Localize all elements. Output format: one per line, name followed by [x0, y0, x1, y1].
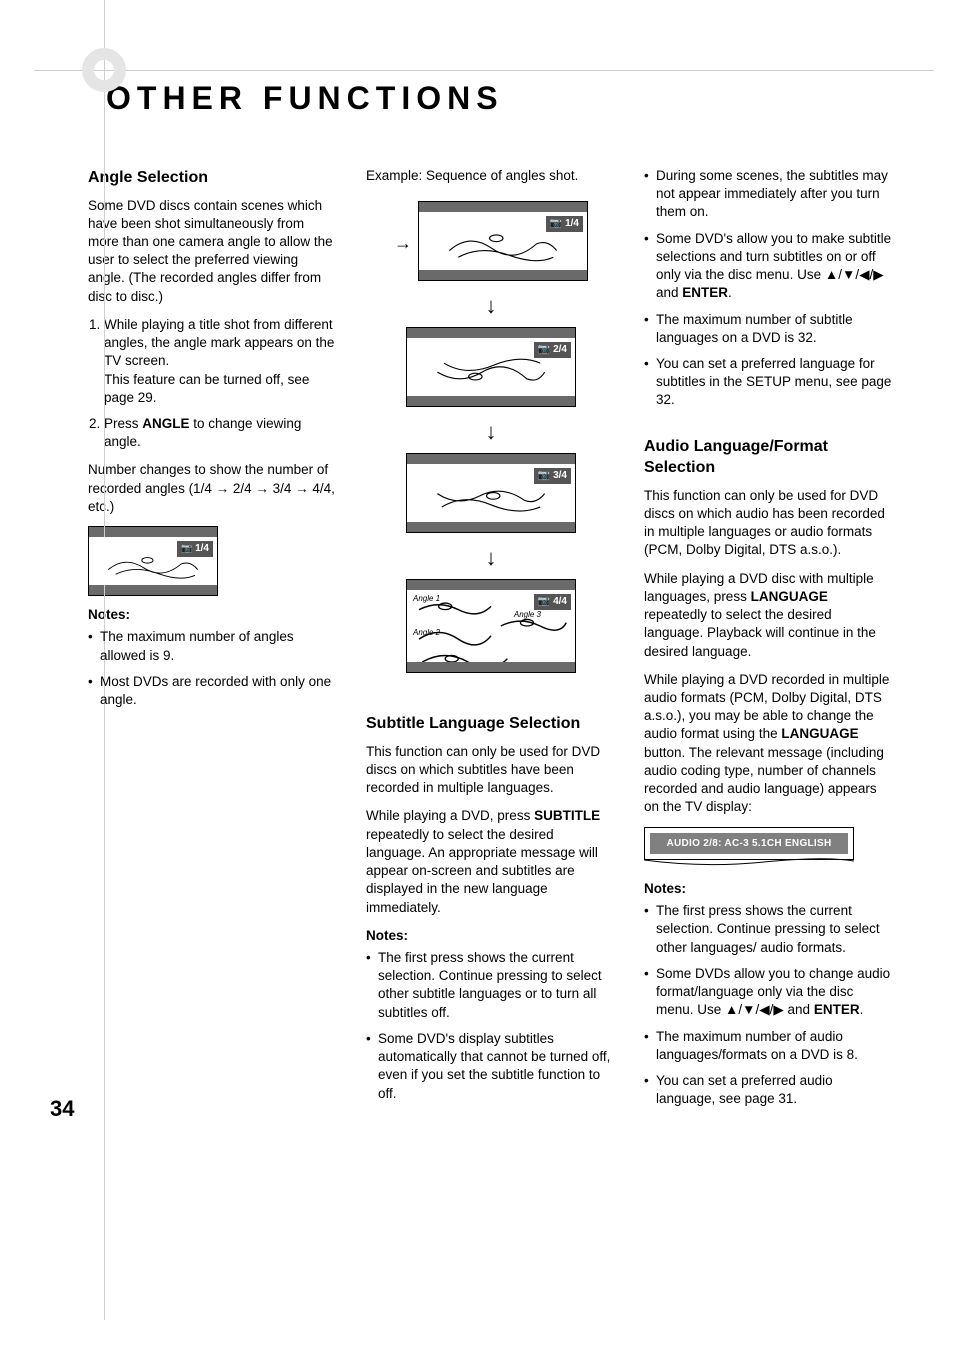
angle-intro: Some DVD discs contain scenes which have…: [88, 197, 338, 306]
audio-p3: While playing a DVD recorded in multiple…: [644, 671, 894, 817]
content-columns: Angle Selection Some DVD discs contain s…: [88, 167, 894, 1116]
column-2: Example: Sequence of angles shot. → 📷 1/…: [366, 167, 616, 1116]
angle-note-1: The maximum number of angles allowed is …: [88, 628, 338, 664]
audio-p2: While playing a DVD disc with multiple l…: [644, 570, 894, 661]
notes-label: Notes:: [644, 880, 894, 898]
down-arrow-icon: ↓: [486, 547, 497, 569]
subtitle-note-4: Some DVD's allow you to make subtitle se…: [644, 230, 894, 303]
column-3: During some scenes, the subtitles may no…: [644, 167, 894, 1116]
audio-osd-box: AUDIO 2/8: AC-3 5.1CH ENGLISH: [644, 827, 894, 869]
example-label: Example: Sequence of angles shot.: [366, 167, 616, 185]
notes-label: Notes:: [88, 606, 338, 624]
audio-note-4: You can set a preferred audio language, …: [644, 1072, 894, 1108]
heading-angle-selection: Angle Selection: [88, 167, 338, 189]
page-number: 34: [50, 1096, 74, 1122]
audio-note-1: The first press shows the current select…: [644, 902, 894, 957]
audio-note-2: Some DVDs allow you to change audio form…: [644, 965, 894, 1020]
subtitle-note-2: Some DVD's display subtitles automatical…: [366, 1030, 616, 1103]
subtitle-p2: While playing a DVD, press SUBTITLE repe…: [366, 807, 616, 916]
subtitle-note-1: The first press shows the current select…: [366, 949, 616, 1022]
angle-number-text: Number changes to show the number of rec…: [88, 461, 338, 516]
down-arrow-icon: ↓: [486, 421, 497, 443]
down-arrow-icon: ↓: [486, 295, 497, 317]
angle-figure-small: 📷 1/4: [88, 526, 218, 596]
audio-note-3: The maximum number of audio languages/fo…: [644, 1028, 894, 1064]
heading-subtitle-selection: Subtitle Language Selection: [366, 713, 616, 735]
column-1: Angle Selection Some DVD discs contain s…: [88, 167, 338, 1116]
angle-step-2: Press ANGLE to change viewing angle.: [104, 415, 338, 451]
page-title: OTHER FUNCTIONS: [106, 80, 894, 117]
audio-p1: This function can only be used for DVD d…: [644, 487, 894, 560]
heading-audio-selection: Audio Language/Format Selection: [644, 436, 894, 479]
angle-sequence: → 📷 1/4 ↓: [366, 195, 616, 683]
angle-step-1: While playing a title shot from differen…: [104, 316, 338, 407]
notes-label: Notes:: [366, 927, 616, 945]
angle-note-2: Most DVDs are recorded with only one ang…: [88, 673, 338, 709]
subtitle-note-3: During some scenes, the subtitles may no…: [644, 167, 894, 222]
subtitle-note-6: You can set a preferred language for sub…: [644, 355, 894, 410]
subtitle-note-5: The maximum number of subtitle languages…: [644, 311, 894, 347]
subtitle-p1: This function can only be used for DVD d…: [366, 743, 616, 798]
